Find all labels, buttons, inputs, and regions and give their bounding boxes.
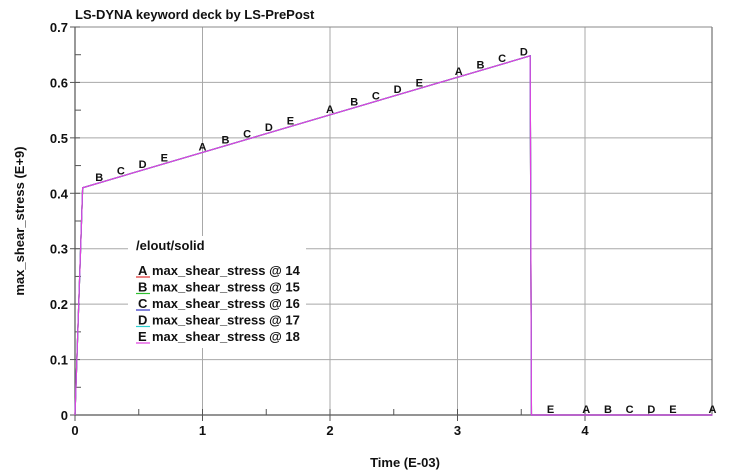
series-line — [74, 55, 713, 416]
curve-marker: E — [287, 115, 294, 127]
y-axis-label: max_shear_stress (E+9) — [12, 146, 27, 295]
legend-background — [128, 236, 306, 348]
y-tick-label: 0.6 — [50, 75, 68, 90]
legend-marker: C — [138, 296, 148, 311]
series-line — [74, 55, 713, 416]
legend-marker: D — [138, 313, 147, 328]
curve-marker: B — [476, 59, 484, 71]
y-tick-label: 0.4 — [50, 186, 69, 201]
x-tick-label: 4 — [581, 423, 589, 438]
y-tick-label: 0.3 — [50, 242, 68, 257]
x-tick-label: 2 — [326, 423, 333, 438]
curve-marker: E — [547, 404, 554, 416]
curve-marker: A — [326, 104, 334, 116]
curve-marker: C — [243, 128, 251, 140]
curve-marker: A — [455, 66, 463, 78]
axes — [70, 26, 713, 421]
series-line — [74, 55, 713, 416]
curve-marker: D — [394, 84, 402, 96]
curve-marker: D — [520, 47, 528, 59]
legend-label: max_shear_stress @ 16 — [152, 296, 300, 311]
legend-marker: A — [138, 263, 148, 278]
curve-marker: B — [95, 172, 103, 184]
legend-label: max_shear_stress @ 14 — [152, 263, 301, 278]
series-line — [74, 55, 713, 416]
curve-marker: E — [416, 78, 423, 90]
curve-marker: C — [626, 404, 634, 416]
x-tick-label: 0 — [71, 423, 78, 438]
curve-marker: A — [582, 404, 590, 416]
x-axis-label: Time (E-03) — [370, 455, 440, 470]
curve-marker: E — [161, 153, 168, 165]
legend-label: max_shear_stress @ 17 — [152, 313, 300, 328]
series-line — [74, 55, 713, 416]
curve-marker: B — [604, 404, 612, 416]
x-tick-labels: 0 1 2 3 4 — [71, 423, 589, 438]
y-tick-label: 0 — [61, 408, 68, 423]
chart-title: LS-DYNA keyword deck by LS-PrePost — [75, 7, 315, 22]
curve-marker: B — [350, 97, 358, 109]
curve-marker: D — [647, 404, 655, 416]
legend-label: max_shear_stress @ 18 — [152, 329, 300, 344]
legend-marker: B — [138, 280, 147, 295]
legend-marker: E — [138, 329, 147, 344]
legend-title: /elout/solid — [136, 238, 205, 253]
y-tick-label: 0.1 — [50, 353, 68, 368]
curve-marker: C — [372, 90, 380, 102]
x-tick-label: 1 — [199, 423, 206, 438]
y-tick-labels: 0 0.1 0.2 0.3 0.4 0.5 0.6 0.7 — [50, 20, 69, 423]
x-tick-label: 3 — [454, 423, 461, 438]
y-tick-label: 0.2 — [50, 297, 68, 312]
curve-marker: A — [199, 141, 207, 153]
curve-marker: C — [117, 165, 125, 177]
data-curve — [74, 55, 713, 416]
curve-marker: A — [709, 404, 717, 416]
curve-marker: B — [221, 135, 229, 147]
curve-marker: D — [265, 122, 273, 134]
y-tick-label: 0.7 — [50, 20, 68, 35]
y-tick-label: 0.5 — [50, 131, 68, 146]
legend-label: max_shear_stress @ 15 — [152, 280, 300, 295]
curve-marker: C — [498, 53, 506, 65]
curve-marker: E — [669, 404, 676, 416]
curve-marker: D — [139, 159, 147, 171]
